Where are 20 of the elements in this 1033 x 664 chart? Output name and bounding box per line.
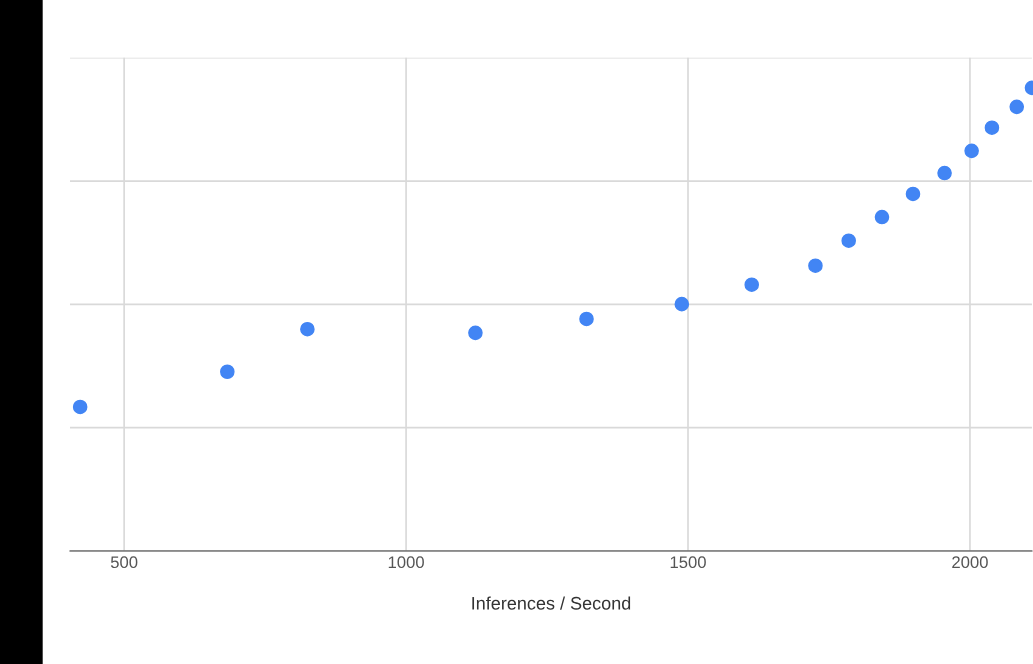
point — [984, 120, 1000, 135]
point — [220, 364, 235, 380]
point — [808, 258, 823, 273]
point — [674, 296, 690, 312]
point — [744, 277, 760, 292]
point — [937, 165, 952, 181]
point — [874, 209, 890, 225]
point — [905, 186, 921, 202]
point — [964, 143, 979, 159]
point — [841, 233, 856, 248]
point — [1009, 99, 1025, 115]
point — [579, 311, 594, 327]
point — [300, 321, 315, 337]
x-tick-label: 2000 — [952, 556, 988, 569]
point — [72, 399, 88, 415]
x-tick-label: 500 — [110, 556, 138, 569]
x-tick-label: 1000 — [388, 556, 424, 569]
point — [468, 325, 483, 341]
x-axis-title: Inferences / Second — [472, 596, 631, 610]
x-tick-label: 1500 — [670, 556, 706, 569]
